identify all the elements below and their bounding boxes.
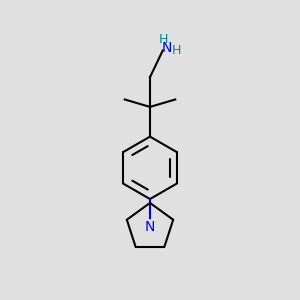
Text: H: H <box>172 44 181 57</box>
Text: N: N <box>161 41 172 55</box>
Text: H: H <box>158 33 168 46</box>
Text: N: N <box>145 220 155 234</box>
